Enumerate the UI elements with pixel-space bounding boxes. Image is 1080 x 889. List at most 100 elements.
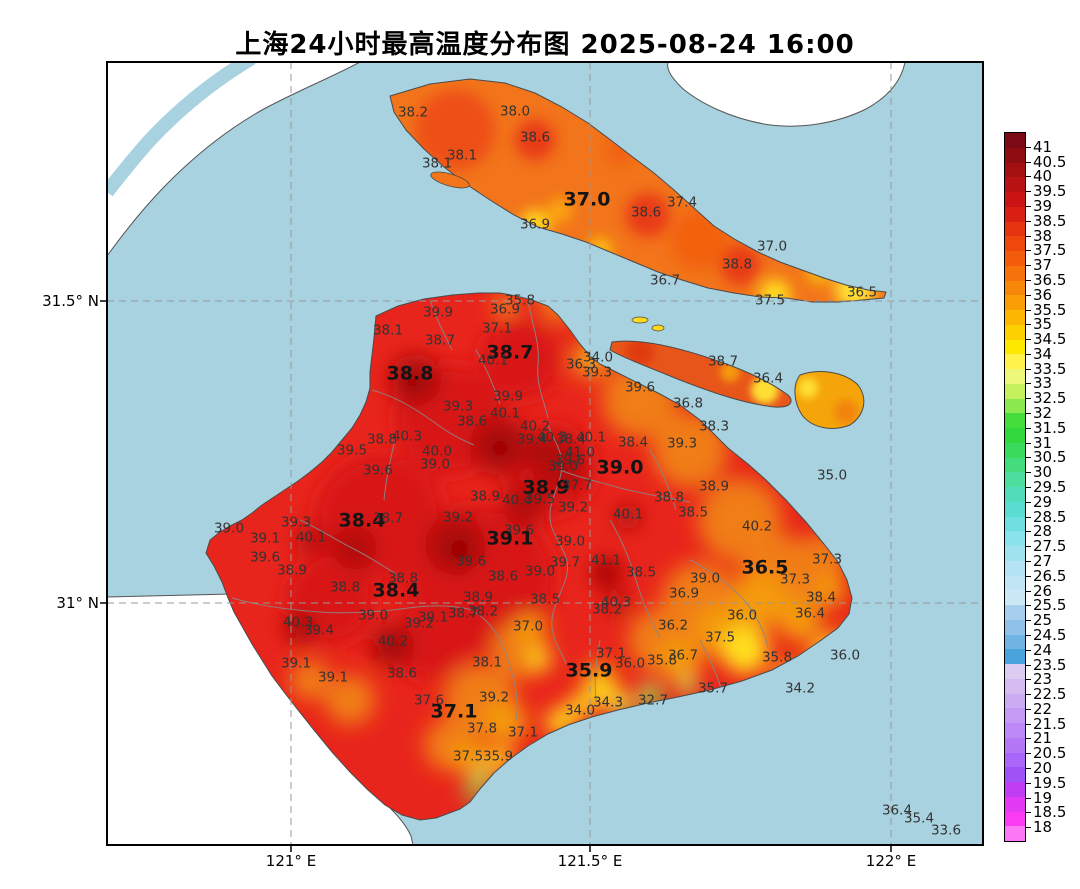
colorbar-segment (1005, 472, 1025, 487)
colorbar-label: 26.5 (1033, 566, 1067, 585)
colorbar-segment (1005, 251, 1025, 266)
map-frame (106, 61, 984, 846)
shanghai-mainland (206, 293, 852, 820)
colorbar-tick (1026, 176, 1031, 178)
colorbar-tick-labels: 41 40.5 40 39.5 39 38.5 38 37.5 37 36.5 36 35.5 35 34… (1026, 132, 1080, 842)
colorbar-label: 41 (1033, 137, 1053, 156)
colorbar-segment (1005, 428, 1025, 443)
colorbar-tick (1026, 620, 1031, 622)
colorbar-label: 23.5 (1033, 655, 1067, 674)
colorbar-tick (1026, 368, 1031, 370)
colorbar-label: 33 (1033, 374, 1053, 393)
colorbar-segment (1005, 796, 1025, 812)
colorbar-tick (1026, 694, 1031, 696)
mainland-coastline (205, 292, 853, 821)
latlon-gridlines (107, 62, 983, 845)
colorbar-label: 35.5 (1033, 300, 1067, 319)
colorbar-tick (1026, 590, 1031, 592)
colorbar-tick (1026, 827, 1031, 829)
colorbar-tick (1026, 546, 1031, 548)
colorbar-label: 36.5 (1033, 270, 1067, 289)
colorbar-tick (1026, 516, 1031, 518)
colorbar-segment (1005, 133, 1025, 148)
colorbar-tick (1026, 634, 1031, 636)
changxing-island (610, 341, 792, 408)
colorbar-tick (1026, 220, 1031, 222)
colorbar-tick (1026, 768, 1031, 770)
colorbar-tick (1026, 413, 1031, 415)
colorbar-segment (1005, 693, 1025, 709)
colorbar-label: 37 (1033, 256, 1053, 275)
changxing-coastline (609, 340, 792, 408)
colorbar-tick (1026, 575, 1031, 577)
colorbar-label: 25.5 (1033, 596, 1067, 615)
colorbar-label: 40 (1033, 167, 1053, 186)
colorbar-segment (1005, 664, 1025, 679)
colorbar-tick (1026, 797, 1031, 799)
colorbar-segment (1005, 605, 1025, 620)
colorbar-segment (1005, 295, 1025, 310)
colorbar-tick (1026, 265, 1031, 267)
colorbar-segment (1005, 413, 1025, 428)
colorbar-tick (1026, 339, 1031, 341)
colorbar-tick (1026, 782, 1031, 784)
colorbar-label: 21.5 (1033, 714, 1067, 733)
colorbar-tick (1026, 146, 1031, 148)
colorbar-tick (1026, 250, 1031, 252)
colorbar-segment (1005, 457, 1025, 473)
colorbar-label: 18 (1033, 818, 1053, 837)
colorbar-tick (1026, 560, 1031, 562)
page-title: 上海24小时最高温度分布图 2025-08-24 16:00 (235, 30, 855, 60)
colorbar-segment (1005, 531, 1025, 546)
colorbar-segment (1005, 369, 1025, 384)
colorbar-tick (1026, 501, 1031, 503)
colorbar-tick (1026, 708, 1031, 710)
colorbar-tick (1026, 324, 1031, 326)
colorbar-label: 33.5 (1033, 359, 1067, 378)
colorbar-label: 27.5 (1033, 537, 1067, 556)
colorbar-segment (1005, 354, 1025, 369)
colorbar-tick (1026, 738, 1031, 740)
chongming-coastline (389, 78, 887, 303)
colorbar-segment (1005, 221, 1025, 237)
colorbar-label: 28 (1033, 522, 1053, 541)
colorbar-label: 19.5 (1033, 773, 1067, 792)
colorbar-segment (1005, 590, 1025, 605)
colorbar-segment (1005, 546, 1025, 561)
colorbar-label: 32 (1033, 404, 1053, 423)
colorbar-tick (1026, 664, 1031, 666)
colorbar-label: 39 (1033, 196, 1053, 215)
colorbar-tick (1026, 457, 1031, 459)
temperature-colorbar (1004, 132, 1026, 842)
islet-small-2 (651, 324, 665, 332)
colorbar-tick (1026, 723, 1031, 725)
colorbar-segment (1005, 324, 1025, 340)
colorbar-segment (1005, 177, 1025, 192)
colorbar-label: 20.5 (1033, 744, 1067, 763)
colorbar-label: 38 (1033, 226, 1053, 245)
colorbar-segment (1005, 575, 1025, 591)
colorbar-label: 22 (1033, 699, 1053, 718)
colorbar-segment (1005, 723, 1025, 738)
colorbar-segment (1005, 310, 1025, 325)
colorbar-tick (1026, 812, 1031, 814)
colorbar-segment (1005, 708, 1025, 723)
colorbar-label: 31 (1033, 433, 1053, 452)
colorbar-tick (1026, 605, 1031, 607)
colorbar-label: 20 (1033, 759, 1053, 778)
colorbar-label: 39.5 (1033, 182, 1067, 201)
colorbar-tick (1026, 753, 1031, 755)
colorbar-tick (1026, 235, 1031, 237)
colorbar-segment (1005, 339, 1025, 355)
colorbar-label: 32.5 (1033, 389, 1067, 408)
colorbar-label: 34 (1033, 344, 1053, 363)
colorbar-segment (1005, 147, 1025, 163)
colorbar-tick (1026, 279, 1031, 281)
colorbar-tick (1026, 649, 1031, 651)
colorbar-segment (1005, 192, 1025, 207)
colorbar-segment (1005, 649, 1025, 664)
colorbar-segment (1005, 826, 1025, 841)
colorbar-label: 35 (1033, 315, 1053, 334)
colorbar-segment (1005, 398, 1025, 414)
